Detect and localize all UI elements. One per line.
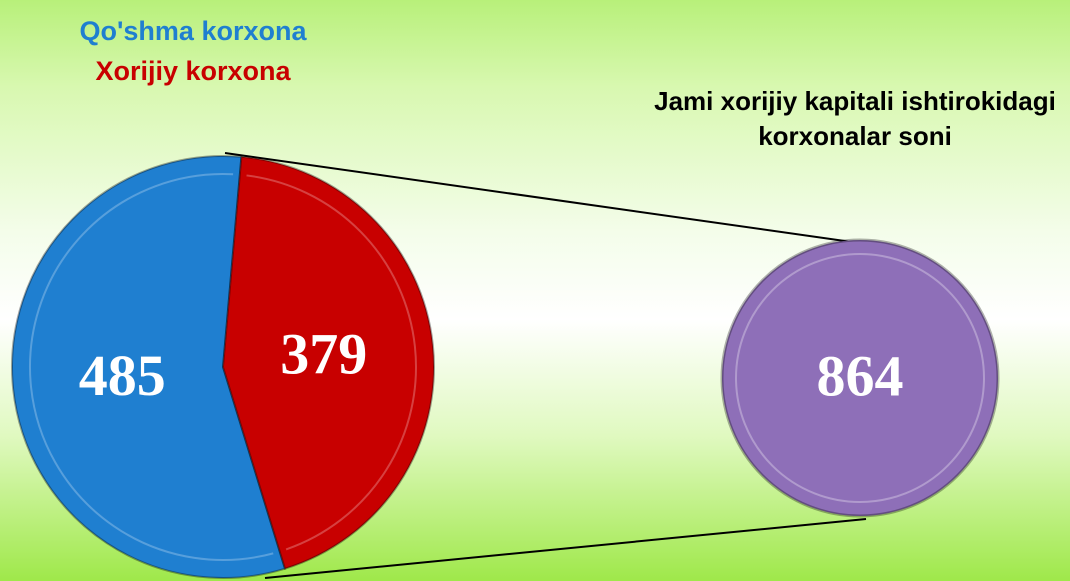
legend-entry: Xorijiy korxona: [95, 56, 291, 86]
data-label: 485: [79, 343, 166, 408]
total-circle: [720, 238, 1000, 518]
connector: [264, 518, 867, 579]
total-title: Jami xorijiy kapitali ishtirokidagi korx…: [654, 86, 1056, 151]
circle-bevel: [735, 253, 985, 503]
slice-bevel: [29, 173, 274, 561]
legend-entry: Qo'shma korxona: [79, 16, 307, 46]
total-label: 864: [817, 343, 904, 408]
slice-bevel: [246, 174, 417, 551]
data-label: 379: [280, 322, 367, 387]
pie-slice: [221, 155, 435, 570]
pie-slice: [11, 155, 287, 579]
connector: [224, 152, 881, 247]
